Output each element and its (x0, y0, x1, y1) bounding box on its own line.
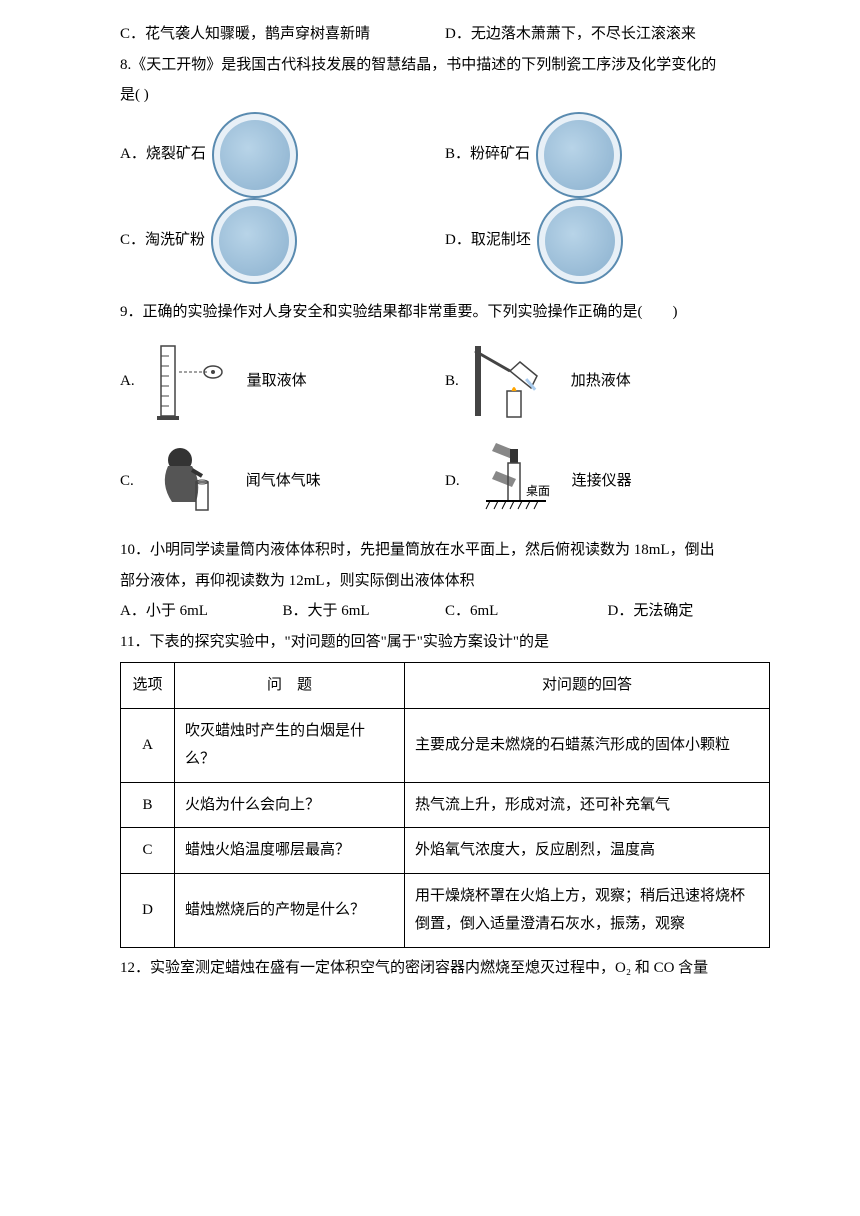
q8-options-row1: A．烧裂矿石 B．粉碎矿石 (120, 112, 770, 198)
smell-gas-icon (140, 436, 240, 526)
q9-a-prefix: A. (120, 367, 135, 396)
q11-table: 选项 问 题 对问题的回答 A 吹灭蜡烛时产生的白烟是什么？ 主要成分是未燃烧的… (120, 662, 770, 948)
q10-option-c: C．6mL (445, 597, 608, 626)
desk-label: 桌面 (526, 484, 550, 498)
q11-a-opt: A (121, 708, 175, 782)
q9-option-a: A. 量取液体 (120, 336, 445, 426)
q9-stem: 9．正确的实验操作对人身安全和实验结果都非常重要。下列实验操作正确的是( ) (120, 298, 770, 327)
q11-th-question: 问 题 (175, 663, 405, 709)
porcelain-plate-icon (537, 198, 623, 284)
q9-option-d: D. 桌面 连接仪器 (445, 436, 770, 526)
q9-options-row2: C. 闻气体气味 D. (120, 436, 770, 526)
q8-options-row2: C．淘洗矿粉 D．取泥制坯 (120, 198, 770, 284)
q8-option-a: A．烧裂矿石 (120, 112, 445, 198)
porcelain-plate-icon (211, 198, 297, 284)
q8-option-d-label: D．取泥制坯 (445, 226, 531, 255)
q10-stem-line2: 部分液体，再仰视读数为 12mL，则实际倒出液体体积 (120, 567, 770, 596)
q7-options-cd: C．花气袭人知骤暖，鹊声穿树喜新晴 D．无边落木萧萧下，不尽长江滚滚来 (120, 20, 770, 49)
q7-option-c: C．花气袭人知骤暖，鹊声穿树喜新晴 (120, 20, 445, 49)
q9-b-text: 加热液体 (571, 367, 631, 396)
table-row: B 火焰为什么会向上？ 热气流上升，形成对流，还可补充氧气 (121, 782, 770, 828)
q9-option-c: C. 闻气体气味 (120, 436, 445, 526)
graduated-cylinder-icon (141, 336, 241, 426)
q11-d-opt: D (121, 873, 175, 947)
q9-option-b: B. 加热液体 (445, 336, 770, 426)
q10-option-d: D．无法确定 (608, 597, 771, 626)
q8-option-a-label: A．烧裂矿石 (120, 140, 206, 169)
q8-option-b-label: B．粉碎矿石 (445, 140, 530, 169)
table-header-row: 选项 问 题 对问题的回答 (121, 663, 770, 709)
q9-b-prefix: B. (445, 367, 459, 396)
q8-stem-line1: 8.《天工开物》是我国古代科技发展的智慧结晶，书中描述的下列制瓷工序涉及化学变化… (120, 51, 770, 80)
q7-option-d: D．无边落木萧萧下，不尽长江滚滚来 (445, 20, 770, 49)
q9-d-text: 连接仪器 (572, 467, 632, 496)
table-row: D 蜡烛燃烧后的产物是什么？ 用干燥烧杯罩在火焰上方，观察；稍后迅速将烧杯倒置，… (121, 873, 770, 947)
q8-option-c: C．淘洗矿粉 (120, 198, 445, 284)
q11-c-opt: C (121, 828, 175, 874)
q10-option-a: A．小于 6mL (120, 597, 283, 626)
q11-a-question: 吹灭蜡烛时产生的白烟是什么？ (175, 708, 405, 782)
q9-c-text: 闻气体气味 (246, 467, 321, 496)
q8-option-b: B．粉碎矿石 (445, 112, 770, 198)
q11-a-answer: 主要成分是未燃烧的石蜡蒸汽形成的固体小颗粒 (405, 708, 770, 782)
q11-th-answer: 对问题的回答 (405, 663, 770, 709)
q12-stem: 12．实验室测定蜡烛在盛有一定体积空气的密闭容器内燃烧至熄灭过程中，O₂ 和 C… (120, 954, 770, 983)
q11-stem: 11．下表的探究实验中，"对问题的回答"属于"实验方案设计"的是 (120, 628, 770, 657)
porcelain-plate-icon (536, 112, 622, 198)
table-row: C 蜡烛火焰温度哪层最高？ 外焰氧气浓度大，反应剧烈，温度高 (121, 828, 770, 874)
q8-stem-line2: 是( ) (120, 81, 770, 110)
q11-d-answer: 用干燥烧杯罩在火焰上方，观察；稍后迅速将烧杯倒置，倒入适量澄清石灰水，振荡，观察 (405, 873, 770, 947)
q9-d-prefix: D. (445, 467, 460, 496)
q11-c-question: 蜡烛火焰温度哪层最高？ (175, 828, 405, 874)
heating-flask-icon (465, 336, 565, 426)
q10-stem-line1: 10．小明同学读量筒内液体体积时，先把量筒放在水平面上，然后俯视读数为 18mL… (120, 536, 770, 565)
q10-options: A．小于 6mL B．大于 6mL C．6mL D．无法确定 (120, 597, 770, 626)
q11-d-question: 蜡烛燃烧后的产物是什么？ (175, 873, 405, 947)
q11-c-answer: 外焰氧气浓度大，反应剧烈，温度高 (405, 828, 770, 874)
q11-th-opt: 选项 (121, 663, 175, 709)
q9-options-row1: A. 量取液体 B. (120, 336, 770, 426)
q8-option-c-label: C．淘洗矿粉 (120, 226, 205, 255)
q9-a-text: 量取液体 (247, 367, 307, 396)
porcelain-plate-icon (212, 112, 298, 198)
q11-b-opt: B (121, 782, 175, 828)
connect-apparatus-icon: 桌面 (466, 436, 566, 526)
q8-option-d: D．取泥制坯 (445, 198, 770, 284)
q11-b-answer: 热气流上升，形成对流，还可补充氧气 (405, 782, 770, 828)
q9-c-prefix: C. (120, 467, 134, 496)
q10-option-b: B．大于 6mL (283, 597, 446, 626)
q11-b-question: 火焰为什么会向上？ (175, 782, 405, 828)
table-row: A 吹灭蜡烛时产生的白烟是什么？ 主要成分是未燃烧的石蜡蒸汽形成的固体小颗粒 (121, 708, 770, 782)
